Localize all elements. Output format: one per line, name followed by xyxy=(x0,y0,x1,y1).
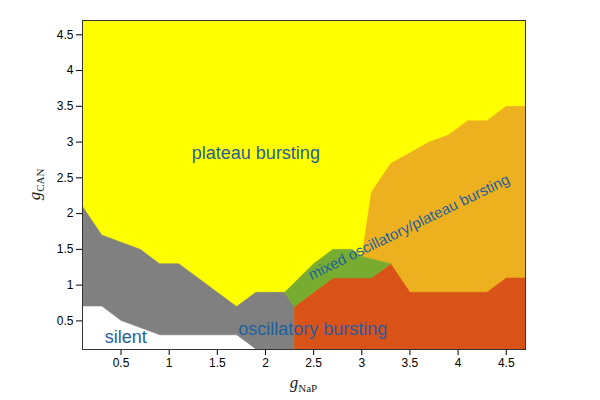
svg-text:3: 3 xyxy=(358,356,365,370)
svg-text:oscillatory bursting: oscillatory bursting xyxy=(238,319,387,339)
svg-text:0.5: 0.5 xyxy=(57,314,74,328)
svg-text:gNaP: gNaP xyxy=(290,373,317,394)
svg-text:4.5: 4.5 xyxy=(498,356,515,370)
svg-text:2: 2 xyxy=(262,356,269,370)
svg-text:1: 1 xyxy=(67,278,74,292)
svg-text:2.5: 2.5 xyxy=(305,356,322,370)
svg-text:plateau bursting: plateau bursting xyxy=(192,143,320,163)
svg-text:3: 3 xyxy=(67,135,74,149)
svg-text:2.5: 2.5 xyxy=(57,171,74,185)
svg-text:mixed oscillatory/plateau burs: mixed oscillatory/plateau bursting xyxy=(305,170,512,283)
svg-text:3.5: 3.5 xyxy=(57,99,74,113)
svg-text:4: 4 xyxy=(67,63,74,77)
svg-text:gCAN: gCAN xyxy=(25,169,46,201)
svg-text:1: 1 xyxy=(166,356,173,370)
svg-text:0.5: 0.5 xyxy=(113,356,130,370)
svg-text:silent: silent xyxy=(105,327,147,347)
svg-text:4.5: 4.5 xyxy=(57,28,74,42)
svg-text:3.5: 3.5 xyxy=(402,356,419,370)
svg-text:1.5: 1.5 xyxy=(209,356,226,370)
svg-text:2: 2 xyxy=(67,206,74,220)
svg-text:4: 4 xyxy=(455,356,462,370)
svg-text:1.5: 1.5 xyxy=(57,242,74,256)
